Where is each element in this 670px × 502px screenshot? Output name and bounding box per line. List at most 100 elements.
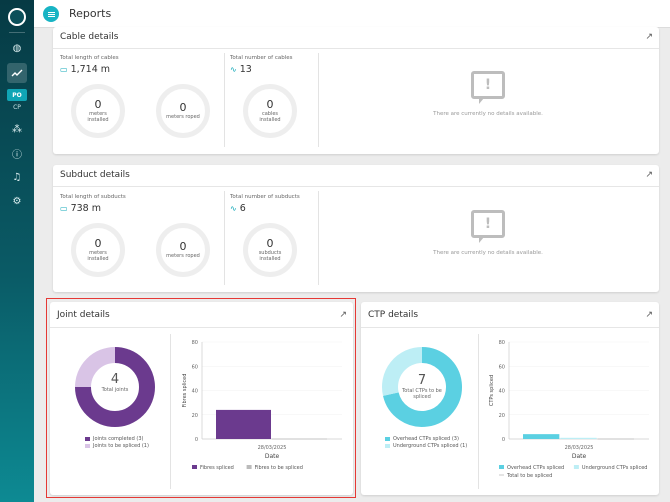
legend-item[interactable]: Overhead CTPs spliced (3) — [385, 435, 467, 442]
donut-slice — [383, 347, 462, 427]
stat-label: meters installed — [87, 111, 109, 123]
y-axis-label: CTPs spliced — [489, 375, 495, 406]
sidebar-item-po[interactable]: PO — [7, 89, 27, 101]
legend-swatch — [499, 465, 504, 469]
total-length-text: 1,714 m — [70, 64, 111, 75]
donut-slice — [75, 347, 155, 427]
stat-label: meters roped — [166, 253, 200, 259]
donut-slice — [382, 347, 423, 396]
meters-installed-stat: 0 meters installed — [71, 223, 125, 277]
stat-value: 0 — [94, 98, 102, 111]
alert-icon[interactable]: ⓘ — [12, 149, 22, 161]
legend-swatch — [385, 443, 390, 448]
legend-swatch — [192, 465, 197, 469]
total-ctps-value: 7 — [417, 373, 427, 388]
joint-bar-chart: 0 20 40 60 80 Fibres spliced 28/03/2025 Date Fib… — [182, 340, 342, 471]
x-tick-label: 28/03/2025 — [258, 445, 287, 451]
total-count-text: 13 — [239, 64, 252, 75]
expand-icon[interactable]: ↗ — [339, 310, 347, 320]
ctp-bar-chart: 0 20 40 60 80 CTPs spliced 28/03/2025 Date Overh… — [489, 340, 649, 479]
y-tick-label: 0 — [195, 437, 198, 443]
legend-swatch — [85, 436, 90, 441]
menu-icon — [47, 13, 55, 15]
legend-label: Overhead CTPs spliced — [507, 465, 564, 471]
expand-icon[interactable]: ↗ — [645, 32, 653, 42]
cable-icon: ∿ — [230, 65, 237, 74]
ctp-donut-chart — [382, 347, 462, 427]
stat-value: 0 — [179, 240, 187, 253]
page-title: Reports — [69, 7, 112, 20]
x-tick-label: 28/03/2025 — [565, 445, 594, 451]
total-joints-value: 4 — [110, 372, 120, 387]
legend-label: Total to be spliced — [506, 473, 552, 479]
card-title: CTP details — [368, 310, 419, 320]
joint-donut-chart — [75, 347, 155, 427]
y-tick-label: 80 — [192, 340, 198, 346]
legend-item[interactable]: Joints completed (3) — [85, 435, 149, 442]
subduct-details-card: Subduct details ↗ Total length of subduc… — [53, 165, 659, 292]
stat-value: 0 — [266, 98, 274, 111]
card-header: CTP details ↗ — [361, 302, 659, 328]
meters-roped-stat: 0 meters roped — [156, 223, 210, 277]
total-length-value: ▭ 1,714 m — [60, 64, 110, 75]
legend-swatch — [85, 443, 90, 448]
reports-icon[interactable] — [7, 63, 27, 83]
card-header: Cable details ↗ — [53, 27, 659, 49]
subduct-icon: ∿ — [230, 204, 237, 213]
legend-item[interactable]: Joints to be spliced (1) — [85, 442, 149, 449]
stat-value: 0 — [179, 101, 187, 114]
legend-label: Overhead CTPs spliced (3) — [393, 435, 459, 442]
x-axis-label: Date — [572, 453, 587, 460]
legend-label: Underground CTPs spliced — [582, 465, 648, 471]
legend-label: Fibres spliced — [200, 465, 234, 471]
divider — [478, 334, 479, 489]
stat-label: meters roped — [166, 114, 200, 120]
y-tick-label: 60 — [499, 364, 505, 370]
bar — [523, 434, 560, 439]
no-data-text: There are currently no details available… — [433, 250, 543, 256]
total-ctps-label: Total CTPs to be spliced — [402, 388, 442, 400]
sidebar-item-cp[interactable]: CP — [13, 104, 21, 111]
bell-icon[interactable]: ♫ — [12, 171, 22, 183]
ruler-icon: ▭ — [60, 204, 68, 213]
divider — [224, 191, 225, 285]
total-count-value: ∿ 13 — [230, 64, 252, 75]
legend-label: Joints to be spliced (1) — [93, 442, 149, 449]
legend-item[interactable]: Underground CTPs spliced (1) — [385, 442, 467, 449]
stat-label: subducts installed — [258, 250, 282, 262]
gear-icon[interactable]: ⚙ — [12, 195, 22, 207]
y-tick-label: 60 — [192, 364, 198, 370]
expand-icon[interactable]: ↗ — [645, 170, 653, 180]
selection-highlight — [46, 298, 356, 498]
meters-installed-stat: 0 meters installed — [71, 84, 125, 138]
app-logo-icon[interactable] — [6, 6, 28, 28]
legend-swatch — [385, 436, 390, 441]
legend-swatch — [573, 465, 579, 469]
y-tick-label: 80 — [499, 340, 505, 346]
dashboard-icon[interactable]: ◍ — [12, 42, 22, 54]
joint-details-card: Joint details ↗ 4 Total joints Joints co… — [50, 302, 353, 495]
card-header: Joint details ↗ — [50, 302, 353, 328]
meters-roped-stat: 0 meters roped — [156, 84, 210, 138]
donut-center: 4 Total joints — [90, 372, 140, 393]
ctp-donut-legend: Overhead CTPs spliced (3) Underground CT… — [385, 435, 467, 449]
sidebar: ◍ PO CP ⁂ ⓘ ♫ ⚙ — [0, 0, 34, 502]
divider — [318, 53, 319, 147]
legend-label: Fibres to be spliced — [255, 465, 303, 471]
stat-label: meters installed — [87, 250, 109, 262]
x-axis-label: Date — [265, 453, 280, 460]
y-tick-label: 40 — [192, 389, 198, 395]
network-icon[interactable]: ⁂ — [12, 123, 22, 135]
bar — [216, 409, 271, 439]
total-count-label: Total number of subducts — [230, 194, 300, 200]
stat-value: 0 — [266, 237, 274, 250]
speech-alert-icon: ! — [471, 71, 505, 104]
menu-button[interactable] — [43, 6, 59, 22]
total-length-label: Total length of cables — [60, 55, 119, 61]
card-header: Subduct details ↗ — [53, 165, 659, 187]
expand-icon[interactable]: ↗ — [645, 310, 653, 320]
cables-installed-stat: 0 cables installed — [243, 84, 297, 138]
stat-value: 0 — [94, 237, 102, 250]
legend-label: Joints completed (3) — [93, 435, 144, 442]
y-tick-label: 20 — [192, 413, 198, 419]
